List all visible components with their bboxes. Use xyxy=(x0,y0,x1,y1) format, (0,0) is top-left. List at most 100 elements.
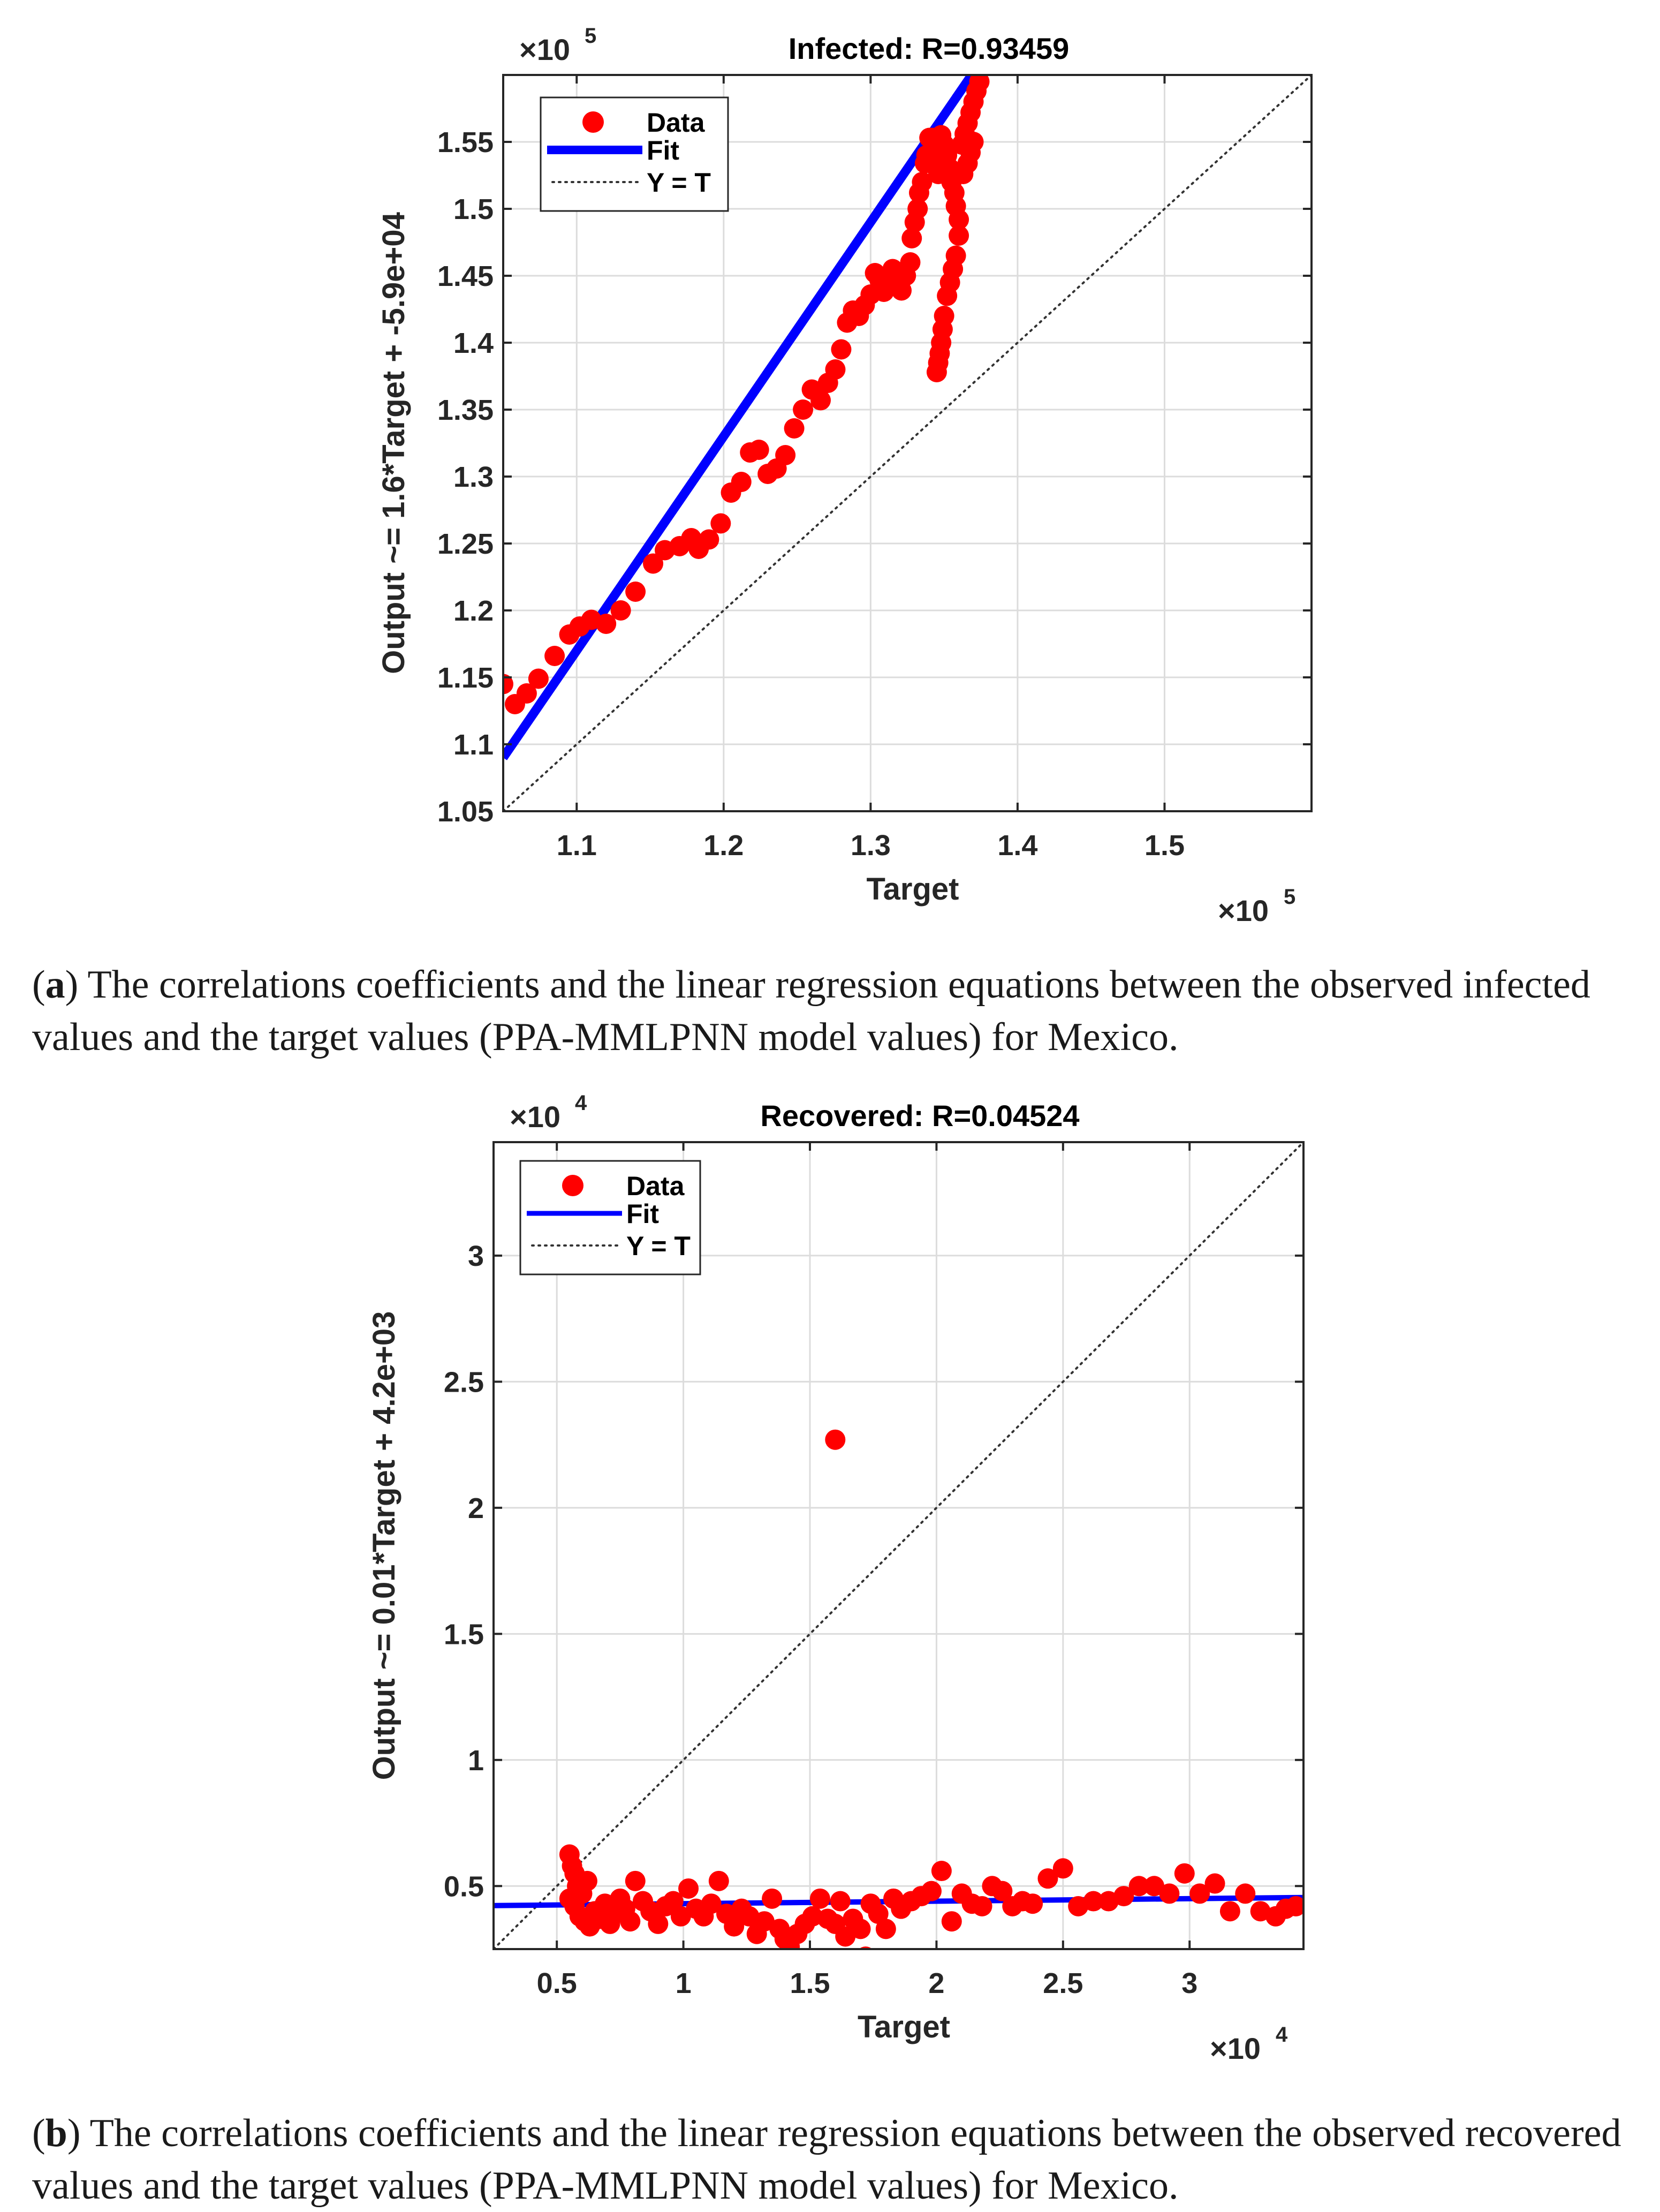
chart0-data-point-25 xyxy=(784,418,805,439)
chart0-y-tick-label-7: 1.4 xyxy=(453,327,494,359)
chart1-data-point-54 xyxy=(875,1919,896,1939)
chart0-data-point-30 xyxy=(825,359,846,380)
chart0-x-axis-label: Target xyxy=(867,872,959,907)
chart1-data-point-71 xyxy=(1052,1858,1073,1879)
chart0-data-point-8 xyxy=(596,614,617,634)
chart1-legend-fit-label: Fit xyxy=(626,1199,659,1229)
chart0-y-tick-label-3: 1.2 xyxy=(453,595,494,627)
chart1-data-point-22 xyxy=(648,1913,669,1934)
chart0-x-tick-label-2: 1.3 xyxy=(851,829,891,862)
chart0-data-point-21 xyxy=(748,440,769,460)
chart1-data-point-78 xyxy=(1159,1883,1180,1904)
chart1-data-point-53 xyxy=(868,1904,889,1924)
chart1-data-point-36 xyxy=(754,1911,775,1932)
chart1-legend-data-label: Data xyxy=(626,1171,685,1201)
chart1-data-point-61 xyxy=(941,1911,962,1932)
caption-b: (b) The correlations coefficients and th… xyxy=(32,2107,1633,2212)
chart1-y-tick-label-0: 0.5 xyxy=(444,1870,484,1903)
chart0-data-point-31 xyxy=(831,339,852,360)
chart1-y-tick-label-4: 2.5 xyxy=(444,1366,484,1398)
chart1-y-tick-label-2: 1.5 xyxy=(444,1618,484,1650)
chart0-data-point-16 xyxy=(699,529,719,550)
chart0-y-tick-label-1: 1.1 xyxy=(453,729,494,761)
chart1-data-point-24 xyxy=(663,1891,684,1912)
chart1-y-tick-label-1: 1 xyxy=(468,1745,484,1777)
chart0-fit-line xyxy=(503,75,977,760)
chart0-data-point-50 xyxy=(912,172,933,192)
chart1-data-point-66 xyxy=(992,1881,1013,1901)
chart0-y-tick-label-5: 1.3 xyxy=(453,461,494,493)
chart1-data-point-48 xyxy=(835,1926,856,1947)
chart1-data-point-88 xyxy=(825,1429,846,1450)
chart0-y-tick-label-9: 1.5 xyxy=(453,193,494,225)
chart0-data-point-65 xyxy=(949,209,969,230)
chart1-x-exponent: 4 xyxy=(1276,2023,1288,2047)
chart0-y-tick-label-4: 1.25 xyxy=(437,528,494,560)
chart1-data-point-19 xyxy=(625,1870,646,1891)
chart0-y-tick-label-6: 1.35 xyxy=(437,394,494,426)
chart1-x-tick-label-1: 1 xyxy=(676,1967,692,1999)
chart0-y-tick-label-0: 1.05 xyxy=(437,796,494,828)
chart1-x-multiplier: ×10 xyxy=(1210,2032,1261,2065)
chart1-y-exponent: 4 xyxy=(575,1091,587,1115)
chart0-x-multiplier: ×10 xyxy=(1218,894,1269,927)
chart1-data-point-76 xyxy=(1128,1876,1149,1897)
chart0-data-point-11 xyxy=(643,553,664,574)
chart0-series-group xyxy=(503,75,1312,811)
chart1-data-point-50 xyxy=(850,1919,871,1939)
chart1-data-point-29 xyxy=(701,1893,722,1914)
chart-recovered: 0.5 1 1.5 2 2.5 3 0.5 1 1.5 2 2.5 3 Recovered: R=0.0… xyxy=(367,1091,1305,2065)
chart1-legend-box xyxy=(519,1160,701,1275)
chart1-data-point-79 xyxy=(1174,1863,1195,1884)
chart1-axes-box xyxy=(492,1141,1305,1950)
chart0-legend-identity-label: Y = T xyxy=(647,168,711,198)
chart0-x-tick-label-3: 1.4 xyxy=(997,829,1037,862)
chart0-y-tick-label-8: 1.45 xyxy=(437,260,494,292)
chart0-data-point-17 xyxy=(710,513,731,534)
chart1-legend-identity-label: Y = T xyxy=(626,1231,691,1261)
chart0-x-tick-label-0: 1.1 xyxy=(557,829,597,862)
chart1-legend-data-marker xyxy=(562,1175,583,1196)
chart1-data-point-80 xyxy=(1189,1883,1210,1904)
chart0-identity-line xyxy=(503,75,1312,811)
chart0-legend-data-label: Data xyxy=(647,108,706,138)
chart1-x-tick-label-5: 3 xyxy=(1181,1967,1197,1999)
chart1-y-tick-label-5: 3 xyxy=(468,1240,484,1272)
chart0-data-point-83 xyxy=(926,362,947,382)
chart0-y-tick-label-10: 1.55 xyxy=(437,126,494,158)
chart0-title: Infected: R=0.93459 xyxy=(789,32,1069,65)
chart0-data-point-87 xyxy=(953,164,974,184)
chart1-y-tick-label-3: 2 xyxy=(468,1492,484,1524)
chart1-data-point-26 xyxy=(678,1878,699,1899)
chart0-data-point-19 xyxy=(731,472,752,492)
chart0-data-point-26 xyxy=(793,399,814,420)
chart1-x-tick-label-2: 1.5 xyxy=(790,1967,830,1999)
chart1-identity-line xyxy=(494,1142,1303,1949)
chart0-x-tick-label-4: 1.5 xyxy=(1144,829,1185,862)
chart0-data-point-2 xyxy=(516,683,537,704)
chart0-data-point-46 xyxy=(901,228,922,248)
chart1-x-axis-label: Target xyxy=(858,2010,950,2044)
chart1-x-tick-label-0: 0.5 xyxy=(537,1967,577,1999)
caption-a: (a) The correlations coefficients and th… xyxy=(32,958,1633,1063)
chart1-data-point-83 xyxy=(1235,1883,1256,1904)
chart0-data-point-28 xyxy=(810,390,831,411)
chart1-data-point-18 xyxy=(620,1911,641,1932)
chart1-data-point-59 xyxy=(921,1881,942,1901)
chart1-data-point-73 xyxy=(1083,1891,1104,1912)
caption-b-label: (b) xyxy=(32,2111,81,2155)
chart1-data-point-32 xyxy=(724,1916,745,1937)
chart1-data-point-69 xyxy=(1022,1893,1043,1914)
chart1-data-point-43 xyxy=(802,1906,823,1927)
chart1-x-tick-label-3: 2 xyxy=(928,1967,944,1999)
chart0-data-point-3 xyxy=(528,668,549,689)
chart0-y-axis-label: Output ~= 1.6*Target + -5.9e+04 xyxy=(376,212,411,674)
chart0-x-exponent: 5 xyxy=(1284,885,1295,909)
chart1-data-point-25 xyxy=(670,1906,691,1927)
chart0-x-tick-label-1: 1.2 xyxy=(703,829,744,862)
caption-a-label: (a) xyxy=(32,963,79,1007)
chart1-series-group xyxy=(494,1142,1303,1949)
chart1-x-tick-label-4: 2.5 xyxy=(1043,1967,1083,1999)
